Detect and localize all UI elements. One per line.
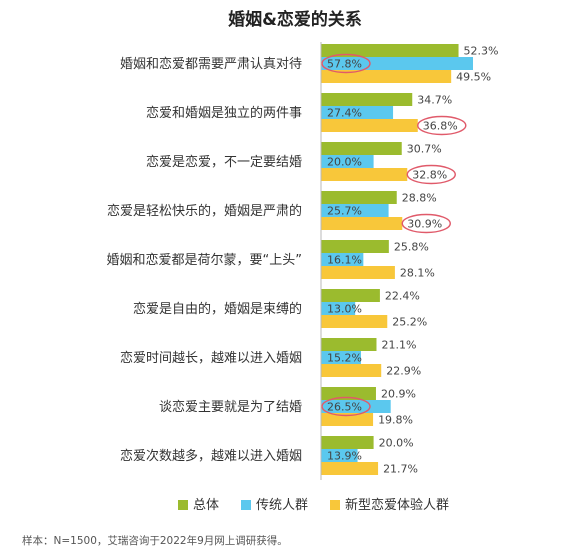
data-label: 52.3%	[464, 45, 499, 58]
bar	[321, 217, 403, 230]
category-label: 恋爱是自由的，婚姻是束缚的	[133, 301, 302, 317]
bar	[321, 400, 391, 413]
legend-swatch	[330, 500, 340, 510]
bars	[321, 44, 473, 475]
bar	[321, 142, 402, 155]
bar	[321, 155, 374, 168]
bar	[321, 302, 356, 315]
category-label: 恋爱是轻松快乐的，婚姻是严肃的	[107, 203, 302, 219]
data-label: 57.8%	[327, 58, 362, 71]
bar	[321, 289, 380, 302]
bar	[321, 338, 377, 351]
highlight-ellipse	[406, 164, 456, 185]
data-label: 28.1%	[400, 267, 435, 280]
bar	[321, 387, 376, 400]
category-label: 婚姻和恋爱都是荷尔蒙，要“上头”	[107, 252, 302, 268]
bar	[321, 315, 388, 328]
data-label: 25.7%	[327, 205, 362, 218]
bar	[321, 266, 395, 279]
data-label: 21.7%	[383, 463, 418, 476]
bar	[321, 119, 418, 132]
legend-label: 总体	[193, 498, 219, 513]
data-label: 13.0%	[327, 303, 362, 316]
data-label: 22.9%	[386, 365, 421, 378]
data-label: 20.0%	[379, 437, 414, 450]
data-label: 34.7%	[417, 94, 452, 107]
data-label: 26.5%	[327, 401, 362, 414]
data-label: 28.8%	[402, 192, 437, 205]
legend: 总体 传统人群 新型恋爱体验人群	[178, 497, 449, 513]
data-label: 30.7%	[407, 143, 442, 156]
data-label: 30.9%	[407, 218, 442, 231]
chart-title: 婚姻&恋爱的关系	[228, 9, 362, 30]
legend-swatch	[241, 500, 251, 510]
bar	[321, 462, 379, 475]
bar	[321, 93, 413, 106]
bar	[321, 351, 361, 364]
highlight-ellipse	[401, 213, 451, 234]
category-label: 婚姻和恋爱都需要严肃认真对待	[120, 56, 302, 72]
data-label: 27.4%	[327, 107, 362, 120]
bar	[321, 364, 382, 377]
category-label: 谈恋爱主要就是为了结婚	[159, 399, 302, 415]
bar	[321, 253, 364, 266]
bar	[321, 70, 452, 83]
legend-label: 传统人群	[256, 498, 308, 513]
legend-label: 新型恋爱体验人群	[345, 497, 449, 513]
highlight-ellipse	[321, 53, 371, 74]
bar	[321, 106, 394, 119]
data-label: 19.8%	[378, 414, 413, 427]
data-label: 25.8%	[394, 241, 429, 254]
highlight-ellipse	[321, 396, 371, 417]
data-label: 16.1%	[327, 254, 362, 267]
category-label: 恋爱时间越长，越难以进入婚姻	[120, 350, 302, 366]
highlight-circles	[321, 53, 467, 417]
data-label: 15.2%	[327, 352, 362, 365]
bar	[321, 449, 358, 462]
data-label: 36.8%	[423, 120, 458, 133]
category-label: 恋爱是恋爱，不一定要结婚	[146, 154, 302, 170]
data-label: 13.9%	[327, 450, 362, 463]
data-label: 20.9%	[381, 388, 416, 401]
data-label: 25.2%	[392, 316, 427, 329]
value-labels: 52.3% 57.8% 49.5% 34.7% 27.4% 36.8% 30.7% 20.0%…	[327, 45, 498, 476]
data-label: 22.4%	[385, 290, 420, 303]
bar	[321, 57, 473, 70]
category-label: 恋爱次数越多，越难以进入婚姻	[120, 448, 302, 464]
bar	[321, 44, 459, 57]
bar	[321, 191, 397, 204]
category-labels: 婚姻和恋爱都需要严肃认真对待恋爱和婚姻是独立的两件事恋爱是恋爱，不一定要结婚恋爱…	[107, 56, 302, 464]
bar	[321, 240, 389, 253]
data-label: 49.5%	[456, 71, 491, 84]
legend-swatch	[178, 500, 188, 510]
data-label: 20.0%	[327, 156, 362, 169]
bar	[321, 168, 408, 181]
bar	[321, 204, 389, 217]
data-label: 21.1%	[381, 339, 416, 352]
category-label: 恋爱和婚姻是独立的两件事	[146, 105, 302, 121]
footnote: 样本：N=1500，艾瑞咨询于2022年9月网上调研获得。	[22, 534, 288, 547]
highlight-ellipse	[417, 115, 467, 136]
bar	[321, 413, 374, 426]
bar	[321, 436, 374, 449]
data-label: 32.8%	[412, 169, 447, 182]
